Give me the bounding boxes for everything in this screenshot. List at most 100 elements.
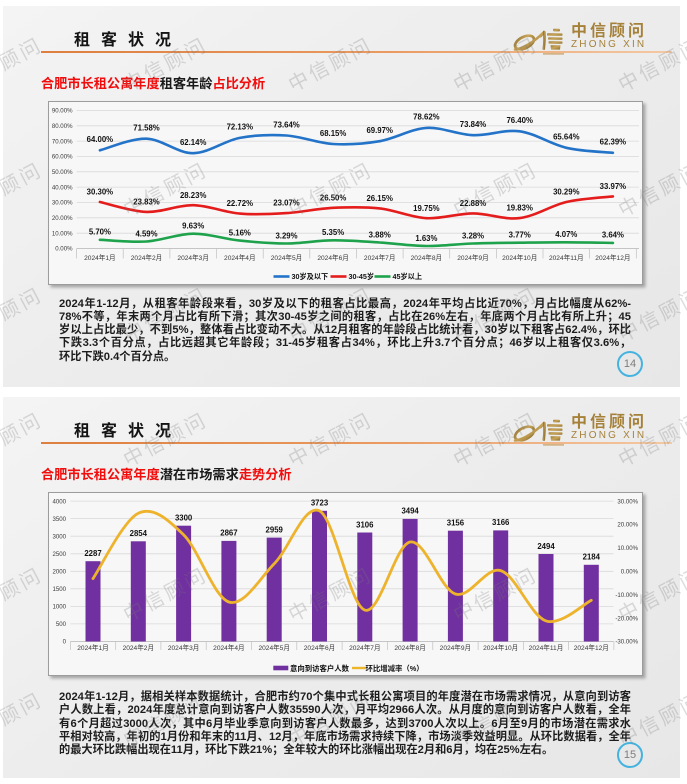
svg-text:90.00%: 90.00% — [51, 108, 72, 115]
svg-text:30.29%: 30.29% — [553, 188, 580, 197]
svg-text:2024年12月: 2024年12月 — [595, 253, 630, 262]
svg-text:3.77%: 3.77% — [508, 231, 530, 240]
svg-text:26.15%: 26.15% — [366, 194, 393, 203]
svg-text:2959: 2959 — [265, 525, 283, 534]
svg-text:2024年12月: 2024年12月 — [573, 643, 608, 652]
svg-text:0: 0 — [62, 639, 66, 646]
svg-text:19.83%: 19.83% — [506, 204, 533, 213]
svg-text:73.64%: 73.64% — [273, 120, 300, 129]
svg-text:28.23%: 28.23% — [179, 191, 206, 200]
svg-text:2024年10月: 2024年10月 — [483, 643, 518, 652]
svg-text:78.62%: 78.62% — [413, 113, 440, 122]
svg-text:2024年11月: 2024年11月 — [528, 643, 563, 652]
svg-text:3.28%: 3.28% — [461, 231, 483, 240]
svg-text:50.00%: 50.00% — [51, 169, 72, 176]
svg-text:26.50%: 26.50% — [319, 193, 346, 202]
svg-text:2024年1月: 2024年1月 — [84, 253, 116, 262]
svg-text:5.16%: 5.16% — [228, 228, 250, 237]
svg-text:2024年1月: 2024年1月 — [77, 643, 108, 652]
svg-text:68.15%: 68.15% — [319, 129, 346, 138]
svg-text:2024年5月: 2024年5月 — [270, 253, 302, 262]
svg-text:71.58%: 71.58% — [133, 124, 160, 133]
svg-text:3.29%: 3.29% — [275, 231, 297, 240]
svg-text:69.97%: 69.97% — [366, 126, 393, 135]
svg-text:5.70%: 5.70% — [88, 228, 110, 237]
svg-text:62.39%: 62.39% — [599, 138, 626, 147]
svg-text:2024年7月: 2024年7月 — [349, 643, 380, 652]
svg-text:500: 500 — [55, 621, 66, 628]
svg-text:0.00%: 0.00% — [55, 246, 73, 253]
svg-text:2024年6月: 2024年6月 — [317, 253, 349, 262]
svg-text:2024年3月: 2024年3月 — [177, 253, 209, 262]
svg-text:2867: 2867 — [220, 529, 237, 538]
svg-text:2024年9月: 2024年9月 — [439, 643, 470, 652]
svg-text:2024年2月: 2024年2月 — [130, 253, 162, 262]
svg-text:1000: 1000 — [52, 604, 66, 611]
svg-text:2024年5月: 2024年5月 — [258, 643, 289, 652]
svg-text:2024年7月: 2024年7月 — [363, 253, 395, 262]
svg-text:4.59%: 4.59% — [135, 229, 157, 238]
svg-text:2024年2月: 2024年2月 — [122, 643, 153, 652]
svg-text:22.88%: 22.88% — [459, 199, 486, 208]
svg-text:60.00%: 60.00% — [51, 154, 72, 161]
svg-text:10.00%: 10.00% — [51, 230, 72, 237]
svg-text:23.83%: 23.83% — [133, 198, 160, 207]
svg-text:20.00%: 20.00% — [51, 215, 72, 222]
svg-text:3723: 3723 — [310, 499, 328, 508]
svg-text:3300: 3300 — [174, 513, 192, 522]
svg-text:环比增减率（%）: 环比增减率（%） — [365, 664, 423, 673]
svg-text:2287: 2287 — [84, 549, 101, 558]
svg-text:-10.00%: -10.00% — [615, 592, 638, 599]
svg-text:3.88%: 3.88% — [368, 230, 390, 239]
svg-text:3166: 3166 — [492, 518, 510, 527]
svg-text:2500: 2500 — [52, 551, 66, 558]
svg-text:2024年11月: 2024年11月 — [548, 253, 583, 262]
svg-text:1500: 1500 — [52, 586, 66, 593]
svg-text:72.13%: 72.13% — [226, 123, 253, 132]
svg-text:73.84%: 73.84% — [459, 120, 486, 129]
svg-text:2024年3月: 2024年3月 — [167, 643, 198, 652]
svg-text:76.40%: 76.40% — [506, 116, 533, 125]
svg-text:2024年8月: 2024年8月 — [410, 253, 442, 262]
svg-text:4.07%: 4.07% — [555, 230, 577, 239]
svg-text:3106: 3106 — [356, 520, 374, 529]
svg-text:2024年9月: 2024年9月 — [457, 253, 489, 262]
svg-text:5.35%: 5.35% — [322, 228, 344, 237]
svg-text:2854: 2854 — [129, 529, 147, 538]
svg-text:19.75%: 19.75% — [413, 204, 440, 213]
svg-text:-20.00%: -20.00% — [615, 615, 638, 622]
svg-text:30岁及以下: 30岁及以下 — [291, 272, 328, 281]
svg-text:23.07%: 23.07% — [273, 199, 300, 208]
svg-text:2024年6月: 2024年6月 — [303, 643, 334, 652]
svg-text:0.00%: 0.00% — [620, 568, 638, 575]
svg-text:3.64%: 3.64% — [601, 231, 623, 240]
svg-text:20.00%: 20.00% — [617, 522, 638, 529]
svg-text:-30.00%: -30.00% — [615, 639, 638, 646]
svg-text:33.97%: 33.97% — [599, 182, 626, 191]
svg-text:1.63%: 1.63% — [415, 234, 437, 243]
svg-text:意向到访客户人数: 意向到访客户人数 — [290, 664, 350, 673]
svg-text:2024年10月: 2024年10月 — [502, 253, 537, 262]
svg-text:3500: 3500 — [52, 516, 66, 523]
svg-text:30.00%: 30.00% — [617, 498, 638, 505]
svg-text:2494: 2494 — [537, 542, 555, 551]
svg-text:30-45岁: 30-45岁 — [348, 272, 374, 281]
svg-text:4000: 4000 — [52, 498, 66, 505]
svg-text:2024年4月: 2024年4月 — [224, 253, 256, 262]
svg-text:2000: 2000 — [52, 568, 66, 575]
svg-text:22.72%: 22.72% — [226, 199, 253, 208]
svg-text:3156: 3156 — [446, 518, 464, 527]
svg-text:40.00%: 40.00% — [51, 184, 72, 191]
svg-text:9.63%: 9.63% — [182, 222, 204, 231]
svg-text:30.30%: 30.30% — [86, 188, 113, 197]
svg-text:3000: 3000 — [52, 533, 66, 540]
svg-text:30.00%: 30.00% — [51, 200, 72, 207]
svg-text:70.00%: 70.00% — [51, 138, 72, 145]
svg-text:80.00%: 80.00% — [51, 123, 72, 130]
svg-text:2184: 2184 — [582, 553, 600, 562]
svg-text:10.00%: 10.00% — [617, 545, 638, 552]
svg-text:2024年4月: 2024年4月 — [213, 643, 244, 652]
svg-text:2024年8月: 2024年8月 — [394, 643, 425, 652]
svg-text:65.64%: 65.64% — [553, 133, 580, 142]
svg-text:64.00%: 64.00% — [86, 135, 113, 144]
